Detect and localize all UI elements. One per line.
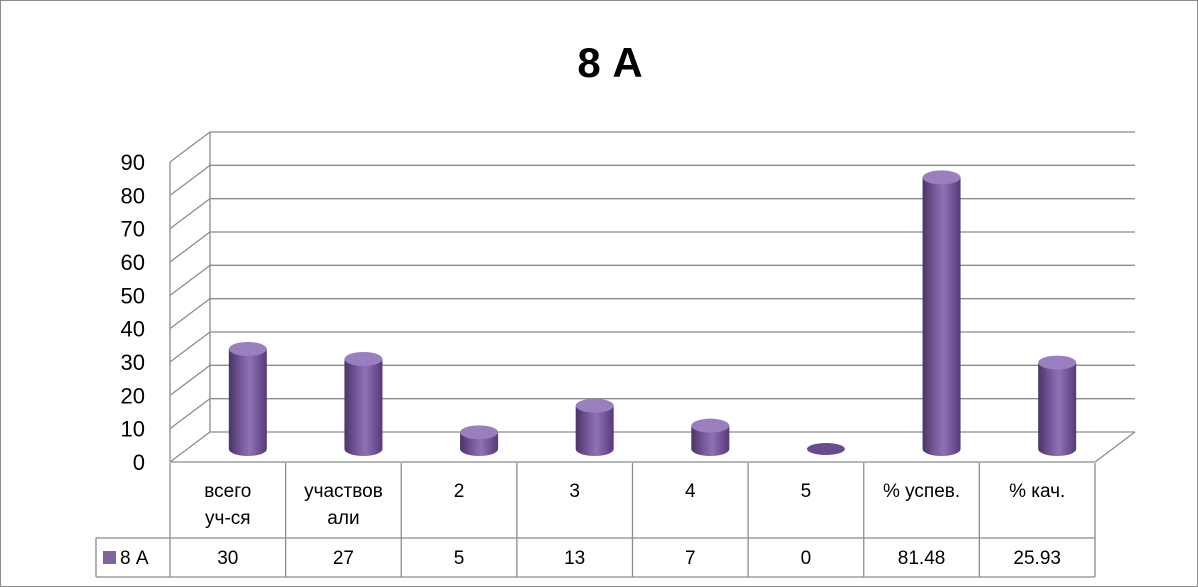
gridline-side — [169, 264, 211, 296]
bar-body — [344, 359, 383, 457]
gridline-side — [169, 298, 211, 330]
bar-top — [1038, 355, 1077, 370]
bar-top — [575, 398, 614, 413]
category-label: всего — [204, 481, 251, 502]
bar-top — [691, 418, 730, 433]
y-tick-label: 70 — [121, 217, 145, 242]
y-tick-label: 20 — [121, 383, 145, 408]
gridline-side — [169, 164, 211, 196]
gridline-side — [169, 364, 211, 396]
bar-body — [691, 425, 730, 457]
chart-title: 8 А — [577, 39, 642, 86]
bar — [691, 418, 730, 457]
data-label: 5 — [454, 548, 465, 569]
y-tick-label: 80 — [121, 183, 145, 208]
gridline-side — [169, 331, 211, 363]
plot-area: 0 10 20 30 40 50 60 70 80 90 — [121, 131, 1136, 475]
bar-body — [922, 177, 961, 457]
category-label: уч-ся — [205, 508, 251, 529]
category-label: 5 — [801, 481, 812, 502]
bar-body — [1038, 362, 1077, 457]
bar — [460, 425, 499, 457]
gridline-side — [169, 131, 211, 163]
bar-body — [575, 405, 614, 457]
y-tick-label: 30 — [121, 350, 145, 375]
category-label: 3 — [569, 481, 580, 502]
bar-top — [922, 170, 961, 185]
floor-edge — [1094, 431, 1136, 463]
data-table: 8 А всего уч-ся 30 участвов али 27 2 5 3 13 4 7 5 0 % у… — [95, 463, 1096, 578]
data-label: 13 — [564, 548, 585, 569]
category-label: 4 — [685, 481, 696, 502]
category-label: % успев. — [883, 481, 960, 502]
legend-swatch — [103, 551, 116, 564]
data-label: 30 — [217, 548, 238, 569]
bar — [344, 352, 383, 457]
gridline-side — [169, 398, 211, 430]
y-tick-label: 90 — [121, 150, 145, 175]
data-label: 81.48 — [898, 548, 946, 569]
y-tick-label: 10 — [121, 417, 145, 442]
y-tick-label: 60 — [121, 250, 145, 275]
category-label: 2 — [454, 481, 465, 502]
bar — [1038, 355, 1077, 457]
data-label: 27 — [333, 548, 354, 569]
bar — [922, 170, 961, 457]
bar-body — [228, 349, 267, 457]
data-label: 7 — [685, 548, 696, 569]
bar-top — [344, 352, 383, 366]
y-tick-label: 40 — [121, 317, 145, 342]
gridline-side — [169, 198, 211, 230]
data-label: 25.93 — [1013, 548, 1061, 569]
bar-top — [806, 443, 845, 455]
series-name: 8 А — [120, 548, 149, 569]
bar — [575, 398, 614, 457]
category-label: % кач. — [1009, 481, 1065, 502]
bar-top — [228, 342, 267, 356]
data-label: 0 — [801, 548, 812, 569]
bar-top — [460, 425, 499, 440]
gridline-side — [169, 431, 211, 463]
category-label: участвов — [304, 481, 383, 502]
gridline-side — [169, 231, 211, 263]
y-tick-label: 0 — [133, 450, 145, 475]
bar — [806, 443, 845, 455]
category-label: али — [327, 508, 359, 529]
bar — [228, 342, 267, 457]
y-tick-label: 50 — [121, 283, 145, 308]
